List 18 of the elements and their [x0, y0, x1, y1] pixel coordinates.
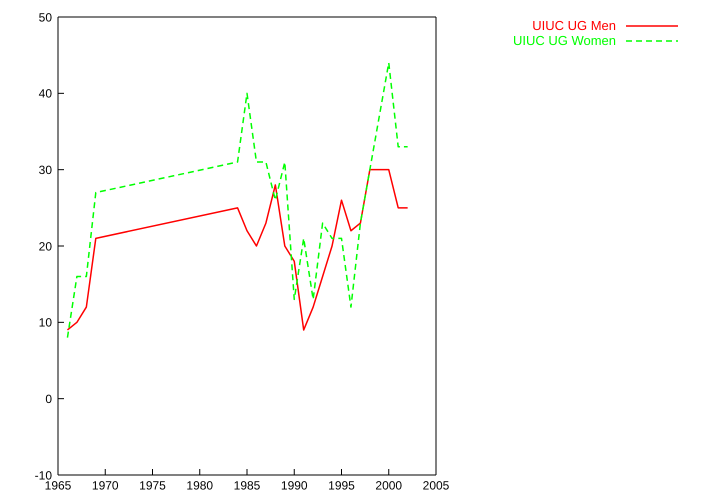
x-tick-label: 1970: [92, 478, 119, 493]
x-tick-label: 1995: [328, 478, 356, 493]
legend-label: UIUC UG Women: [512, 33, 616, 48]
y-tick-label: 10: [38, 316, 52, 330]
x-tick-label: 1975: [139, 478, 166, 493]
y-tick-label: 30: [38, 162, 52, 177]
x-tick-label: 2005: [422, 478, 450, 493]
legend-label: UIUC UG Men: [532, 18, 616, 33]
x-tick-label: 1985: [234, 478, 261, 493]
y-tick-label: 0: [45, 392, 52, 406]
y-tick-label: 20: [38, 239, 52, 254]
x-tick-label: 1990: [280, 478, 308, 493]
line-series: [66, 62, 408, 338]
y-tick-label: 40: [38, 86, 52, 101]
x-tick-label: 1980: [186, 478, 214, 493]
y-tick-label: 50: [38, 10, 52, 24]
line-series: [66, 168, 408, 331]
x-tick-label: 2000: [375, 478, 402, 493]
